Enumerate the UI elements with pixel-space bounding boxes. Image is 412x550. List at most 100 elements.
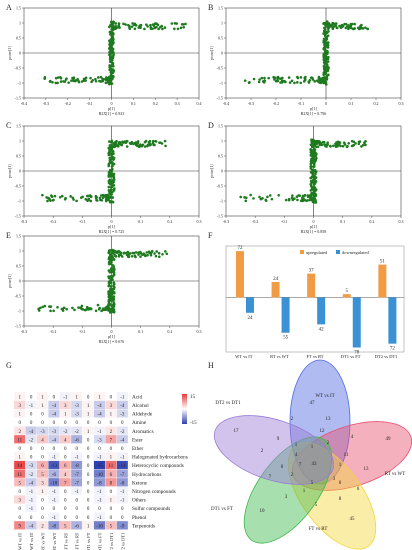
heatmap-cell [116,520,129,530]
heatmap-cell-value: 0 [53,395,56,400]
score-point [303,193,307,197]
score-point [148,141,151,145]
score-point [257,80,261,84]
score-point [313,169,317,172]
y-axis-label: pcorr[1] [7,164,12,178]
heatmap-cell-value: -10 [51,481,58,486]
heatmap-cell-value: 5 [41,473,44,478]
score-point [309,162,313,166]
score-point [110,155,114,158]
y-tick-label: -0.5 [15,184,21,189]
x-tick-label: -0.2 [252,219,258,224]
heatmap-cell-value: 1 [98,395,101,400]
heatmap-column-label: D-WT vs IT [29,532,34,550]
score-point [111,200,115,204]
score-point [100,309,103,313]
score-point [110,308,114,311]
score-point [83,308,87,312]
score-point [182,25,186,29]
heatmap-row-label: Phenol [132,515,147,521]
score-point [131,251,134,255]
score-point [59,80,63,83]
score-point [149,253,153,257]
score-point [110,172,114,175]
score-point [160,24,164,28]
y-tick-label: 1 [19,249,21,254]
score-point [117,144,120,148]
heatmap-cell-value: -1 [97,499,102,504]
r2x-caption: R2X[1] = 0.923 [99,111,124,116]
score-point [360,26,364,30]
heatmap-cell-value: -1 [75,490,80,495]
score-point [322,26,326,30]
heatmap-cell-value: 0 [30,395,33,400]
heatmap-cell-value: -1 [75,456,80,461]
y-tick-label: -1.5 [15,214,21,219]
heatmap-cell-value: 11 [108,464,113,469]
score-point [323,48,327,52]
heatmap-cell-value: -3 [97,438,102,443]
heatmap-cell-value: 1 [87,404,90,409]
score-point [264,198,268,202]
score-point [125,145,129,148]
score-point [112,41,115,44]
score-point [315,140,319,143]
score-point [276,75,280,79]
heatmap-cell-value: -1 [120,490,125,495]
score-point [110,184,114,188]
x-tick-label: 0 [313,219,315,224]
score-point [107,185,111,189]
colorbar-min-label: -15 [190,421,197,426]
x-axis-label: p[1] [108,224,115,229]
y-axis-label: pcorr[1] [209,46,214,60]
score-point [112,282,116,286]
heatmap-column-label: UP-FT vs RT [63,532,68,550]
heatmap-cell-value: 0 [41,499,44,504]
score-point [329,145,332,148]
heatmap-cell-value: -2 [63,430,68,435]
heatmap-cell-value: 0 [64,490,67,495]
score-point [314,154,318,157]
legend-swatch-up [300,250,304,254]
score-point [113,291,116,295]
heatmap-cell-value: -6 [75,438,80,443]
score-point [58,196,62,199]
score-point [108,168,112,172]
score-point [341,24,345,28]
heatmap-cell-value: 11 [17,438,22,443]
score-point [56,76,60,79]
score-point [156,23,160,27]
score-point [110,275,114,278]
score-point [309,179,313,183]
y-axis-label: pcorr[1] [7,274,12,288]
score-point [176,27,180,31]
heatmap-row-label: Heterocyclic compounds [132,463,184,469]
score-point [157,251,161,255]
score-point [72,76,76,80]
heatmap-cell-value: 0 [87,507,90,512]
score-point [86,199,89,202]
score-point [287,76,291,79]
heatmap-cell-value: 0 [87,438,90,443]
score-point [266,195,269,199]
score-point [309,147,312,151]
score-point [157,255,161,259]
venn-region-count: 6 [339,481,342,486]
score-point [67,81,70,84]
x-tick-label: 0.1 [340,219,345,224]
score-point [108,66,111,69]
score-point [110,152,114,156]
score-point [313,194,317,198]
score-point [110,67,113,71]
score-point [274,76,277,80]
score-point [112,178,115,181]
score-point [108,279,112,283]
heatmap-cell-value: 0 [30,421,33,426]
score-point [137,251,140,255]
heatmap-cell-value: 1 [110,413,113,418]
venn-region-count: 5 [315,503,318,508]
score-point [281,76,284,80]
x-tick-label: 0.3 [197,329,202,334]
y-tick-label: 1.5 [16,124,21,129]
